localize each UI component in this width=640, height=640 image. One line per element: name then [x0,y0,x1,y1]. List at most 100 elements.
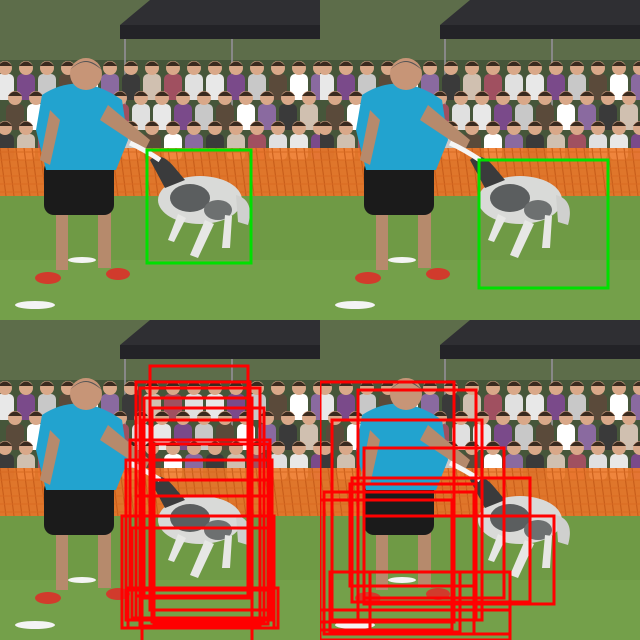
frisbee-disc [15,301,55,309]
spectator-body [195,104,213,130]
spectator-body [122,74,140,100]
spectator-body [484,394,502,420]
dog-tail [236,195,250,225]
spectator-body [568,74,586,100]
spectator-body [589,74,607,100]
spectator-body [153,104,171,130]
tug-toy [128,140,162,163]
spectator-body [143,74,161,100]
dog-hind-leg [510,540,534,578]
man-shorts [364,160,434,215]
man-shorts [44,160,114,215]
dog-tail [236,515,250,545]
frisbee-disc [388,257,416,263]
dog-hind-leg [190,540,214,578]
spectator-body [269,74,287,100]
spectator-body [6,424,24,450]
man-left-leg [376,525,388,590]
detection-box [138,386,262,628]
dog-hind-leg [542,215,552,248]
detection-box [124,458,274,622]
detection-box [140,418,254,640]
frisbee-disc [68,577,96,583]
man [35,58,150,284]
man-right-shoe [426,268,450,280]
man-left-leg [376,205,388,270]
dog-head [470,476,505,508]
spectator-body [258,104,276,130]
spectator-body [536,424,554,450]
man-left-shoe [355,272,381,284]
scene-photo [320,0,640,320]
detection-box [152,442,270,626]
detection-box [320,498,454,632]
man-shorts [44,480,114,535]
man-shirt [356,83,448,170]
tent-canopy [440,320,640,345]
dog [150,476,250,578]
dog-hind-leg [222,535,232,568]
spectator-body [599,424,617,450]
dog-hind-leg [190,220,214,258]
spectator-body [494,424,512,450]
tent-canopy [440,0,640,25]
spectator-body [610,394,628,420]
panel-top-left [0,0,320,320]
spectator-body [206,74,224,100]
dog-head [150,156,185,188]
man-left-leg [56,525,68,590]
spectator-body [494,104,512,130]
man-head [390,58,422,90]
frisbee-disc [15,621,55,629]
spectator-body [227,74,245,100]
man-left-shoe [35,272,61,284]
man-right-leg [98,525,111,588]
dog-tail [556,515,570,545]
spectator-body [164,74,182,100]
spectator-body [578,104,596,130]
dog-hind-leg [510,220,534,258]
man-left-arm [40,430,60,485]
spectator-body [599,104,617,130]
man [35,378,150,604]
panel-bottom-right [320,320,640,640]
spectator-body [515,424,533,450]
man-shirt [36,83,128,170]
man-right-shoe [106,268,130,280]
spectator-body [269,394,287,420]
scene-photo [320,320,640,640]
man [355,58,470,284]
man-hair [70,61,102,70]
dog-front-leg [488,214,506,242]
scene-photo [0,320,320,640]
man-right-leg [98,205,111,268]
man-right-shoe [106,588,130,600]
frisbee-disc [388,577,416,583]
dog-front-leg [168,214,186,242]
detection-box [348,482,478,588]
spectator-body [17,74,35,100]
detection-box [320,608,512,640]
spectator-body [442,74,460,100]
spectator-body [452,104,470,130]
spectator-body [484,74,502,100]
spectator-body [174,104,192,130]
man-right-leg [418,205,431,268]
spectator-body [6,104,24,130]
dog-head [150,476,185,508]
spectator-body [589,394,607,420]
spectator-body [505,394,523,420]
dog [470,476,570,578]
spectator-body [185,74,203,100]
man-head [70,58,102,90]
dog-hind-leg [542,535,552,568]
spectator-body [248,74,266,100]
spectator-body [557,424,575,450]
man-right-arm [420,105,470,150]
spectator-body [337,394,355,420]
spectator-body [505,74,523,100]
frisbee-disc [335,301,375,309]
man-right-arm [100,105,150,150]
spectator-body [610,74,628,100]
